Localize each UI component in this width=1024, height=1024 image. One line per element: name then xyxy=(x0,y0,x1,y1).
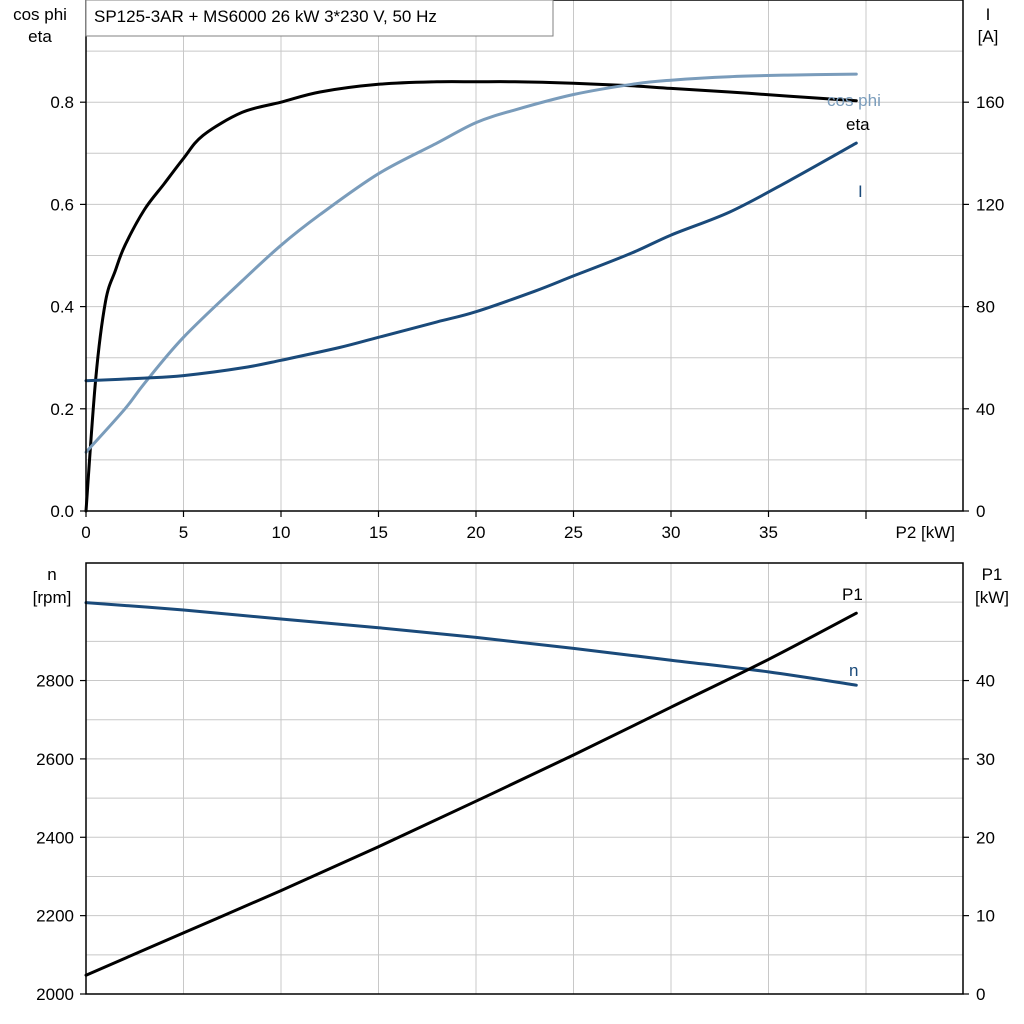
left-tick-label: 0.4 xyxy=(50,298,74,317)
p1-axis-label-line1: P1 xyxy=(982,565,1003,584)
series-line-cos-phi xyxy=(84,72,858,454)
right-tick-label: 0 xyxy=(976,985,985,1004)
series-line-i xyxy=(84,141,858,383)
left-tick-label: 0.0 xyxy=(50,502,74,521)
x-tick-label: 10 xyxy=(272,523,291,542)
left-axis-label-line2: eta xyxy=(28,27,52,46)
top-series-labels: eta cos phi I xyxy=(827,91,881,201)
series-label-cos-phi: cos phi xyxy=(827,91,881,110)
left-tick-label: 2200 xyxy=(36,907,74,926)
right-tick-label: 0 xyxy=(976,502,985,521)
x-tick-label: 15 xyxy=(369,523,388,542)
left-axis-label-line1: cos phi xyxy=(13,5,67,24)
n-axis-label-line1: n xyxy=(47,565,56,584)
x-tick-label: 35 xyxy=(759,523,778,542)
series-line-eta xyxy=(84,80,858,513)
right-tick-label: 80 xyxy=(976,298,995,317)
right-tick-label: 40 xyxy=(976,672,995,691)
x-tick-label: 5 xyxy=(179,523,188,542)
n-axis-label-line2: [rpm] xyxy=(33,588,72,607)
series-label-n: n xyxy=(849,661,858,680)
top-right-axis: 0 40 80 120 160 xyxy=(963,93,1004,521)
x-tick-label: 0 xyxy=(81,523,90,542)
top-grid xyxy=(86,0,963,511)
left-tick-label: 2400 xyxy=(36,828,74,847)
top-chart: 0 5 10 15 20 25 30 35 0.0 0.2 0.4 0.6 0.8 0 40 80 120 1… xyxy=(13,0,1004,542)
x-tick-label: 25 xyxy=(564,523,583,542)
right-tick-label: 30 xyxy=(976,750,995,769)
left-tick-label: 0.2 xyxy=(50,400,74,419)
left-tick-label: 0.8 xyxy=(50,93,74,112)
left-tick-label: 2600 xyxy=(36,750,74,769)
top-left-axis: 0.0 0.2 0.4 0.6 0.8 xyxy=(50,93,86,521)
right-tick-label: 160 xyxy=(976,93,1004,112)
bottom-series-labels: n P1 xyxy=(842,585,863,680)
series-label-i: I xyxy=(858,182,863,201)
right-tick-label: 120 xyxy=(976,195,1004,214)
x-axis-label: P2 [kW] xyxy=(895,523,955,542)
chart-title-box xyxy=(85,0,554,37)
bottom-plot-frame xyxy=(85,562,964,995)
p1-axis-label-line2: [kW] xyxy=(975,588,1009,607)
top-plot-frame xyxy=(85,0,964,512)
chart-title: SP125-3AR + MS6000 26 kW 3*230 V, 50 Hz xyxy=(94,7,437,26)
top-x-axis: 0 5 10 15 20 25 30 35 xyxy=(81,511,867,542)
bottom-series xyxy=(84,601,858,977)
top-series xyxy=(84,72,858,513)
left-tick-label: 0.6 xyxy=(50,195,74,214)
series-label-eta: eta xyxy=(846,115,870,134)
series-line-n xyxy=(84,601,858,687)
series-line-p1 xyxy=(84,611,858,977)
right-axis-label-line1: I xyxy=(986,5,991,24)
bottom-chart: 2000 2200 2400 2600 2800 0 10 20 30 40 n P1 n [rp… xyxy=(33,562,1009,1004)
right-tick-label: 10 xyxy=(976,907,995,926)
x-tick-label: 20 xyxy=(467,523,486,542)
right-tick-label: 40 xyxy=(976,400,995,419)
left-tick-label: 2800 xyxy=(36,672,74,691)
bottom-right-axis: 0 10 20 30 40 xyxy=(963,672,995,1004)
series-label-p1: P1 xyxy=(842,585,863,604)
right-tick-label: 20 xyxy=(976,828,995,847)
right-axis-label-line2: [A] xyxy=(978,27,999,46)
x-tick-label: 30 xyxy=(662,523,681,542)
left-tick-label: 2000 xyxy=(36,985,74,1004)
bottom-left-axis: 2000 2200 2400 2600 2800 xyxy=(36,672,86,1004)
